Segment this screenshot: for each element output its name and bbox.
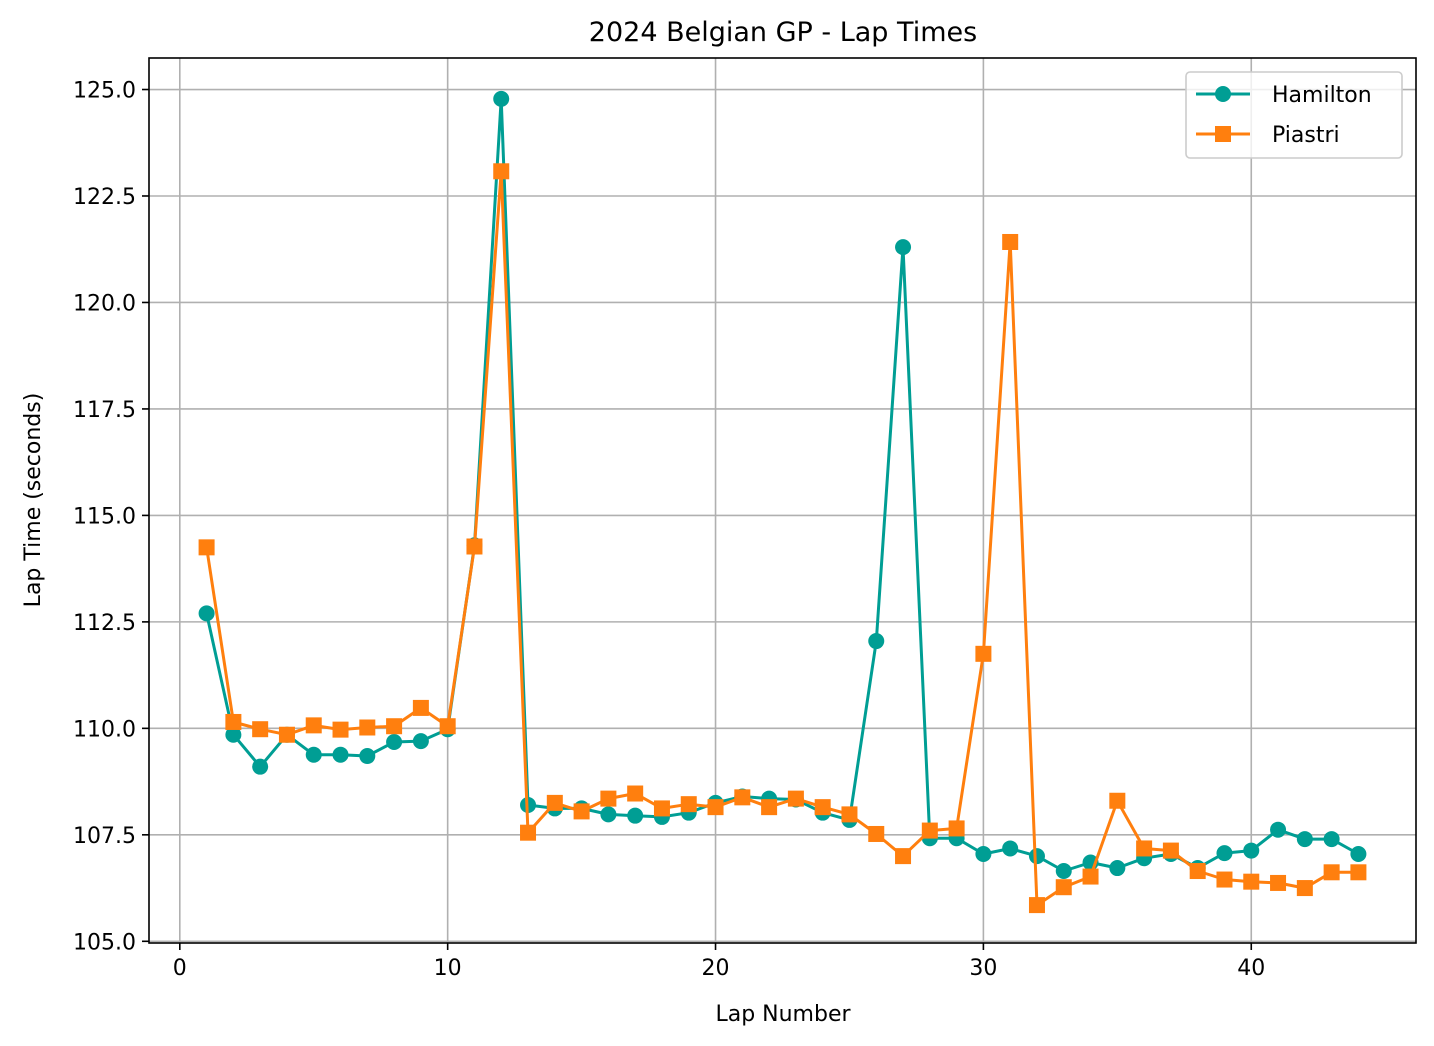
x-tick-label: 20 bbox=[702, 956, 730, 981]
legend-label-piastri: Piastri bbox=[1272, 123, 1340, 148]
data-point-piastri bbox=[252, 721, 269, 738]
y-tick-label: 125.0 bbox=[73, 79, 136, 104]
data-point-piastri bbox=[948, 820, 965, 837]
data-point-piastri bbox=[386, 718, 403, 735]
chart-title: 2024 Belgian GP - Lap Times bbox=[589, 17, 977, 48]
series-line-piastri bbox=[205, 169, 1359, 907]
data-point-hamilton bbox=[305, 746, 322, 763]
data-point-hamilton bbox=[1002, 840, 1019, 857]
data-point-hamilton bbox=[332, 746, 349, 763]
data-point-piastri bbox=[734, 789, 751, 806]
data-point-piastri bbox=[1323, 864, 1340, 881]
data-point-piastri bbox=[1028, 897, 1045, 914]
data-point-piastri bbox=[868, 825, 885, 842]
data-point-piastri bbox=[359, 719, 376, 736]
data-point-piastri bbox=[1270, 874, 1287, 891]
legend-label-hamilton: Hamilton bbox=[1272, 83, 1372, 108]
y-tick-label: 117.5 bbox=[73, 398, 136, 423]
legend-marker-piastri bbox=[1215, 126, 1231, 142]
data-point-piastri bbox=[278, 726, 295, 743]
data-point-piastri bbox=[305, 717, 322, 734]
data-point-hamilton bbox=[412, 733, 429, 750]
data-point-piastri bbox=[627, 785, 644, 802]
data-point-piastri bbox=[653, 800, 670, 817]
y-tick-label: 122.5 bbox=[73, 185, 136, 210]
x-tick-label: 30 bbox=[969, 956, 997, 981]
data-point-piastri bbox=[787, 790, 804, 807]
data-point-piastri bbox=[493, 163, 510, 180]
y-tick-label: 112.5 bbox=[73, 611, 136, 636]
data-point-hamilton bbox=[1243, 842, 1260, 859]
legend: Hamilton Piastri bbox=[1185, 71, 1403, 159]
data-point-piastri bbox=[1136, 840, 1153, 857]
data-point-hamilton bbox=[868, 633, 885, 650]
data-point-piastri bbox=[600, 790, 617, 807]
grid-lines bbox=[149, 58, 1416, 943]
data-point-hamilton bbox=[895, 239, 912, 256]
data-point-piastri bbox=[1109, 792, 1126, 809]
x-tick-label: 40 bbox=[1237, 956, 1265, 981]
data-point-piastri bbox=[1002, 233, 1019, 250]
data-point-hamilton bbox=[627, 807, 644, 824]
y-axis-label: Lap Time (seconds) bbox=[21, 393, 46, 608]
data-point-piastri bbox=[707, 799, 724, 816]
data-point-piastri bbox=[1243, 873, 1260, 890]
data-point-hamilton bbox=[252, 758, 269, 775]
data-point-piastri bbox=[1189, 863, 1206, 880]
data-point-piastri bbox=[975, 645, 992, 662]
data-point-hamilton bbox=[198, 605, 215, 622]
x-tick-label: 10 bbox=[434, 956, 462, 981]
data-point-piastri bbox=[1055, 879, 1072, 896]
data-point-hamilton bbox=[1055, 863, 1072, 880]
data-point-piastri bbox=[895, 848, 912, 865]
data-point-piastri bbox=[814, 799, 831, 816]
data-point-piastri bbox=[573, 803, 590, 820]
data-point-hamilton bbox=[1028, 848, 1045, 865]
data-point-piastri bbox=[1216, 871, 1233, 888]
data-point-piastri bbox=[1082, 868, 1099, 885]
data-point-piastri bbox=[921, 822, 938, 839]
data-point-hamilton bbox=[225, 726, 242, 743]
data-point-piastri bbox=[1296, 880, 1313, 897]
data-point-piastri bbox=[332, 721, 349, 738]
data-point-piastri bbox=[1350, 864, 1367, 881]
data-point-hamilton bbox=[1350, 845, 1367, 862]
data-point-hamilton bbox=[386, 733, 403, 750]
data-point-piastri bbox=[841, 806, 858, 823]
data-point-piastri bbox=[761, 799, 778, 816]
data-point-hamilton bbox=[1109, 860, 1126, 877]
axes-frame bbox=[148, 57, 1417, 944]
y-tick-label: 107.5 bbox=[73, 824, 136, 849]
y-tick-label: 115.0 bbox=[73, 504, 136, 529]
data-point-hamilton bbox=[493, 90, 510, 107]
data-point-hamilton bbox=[1296, 831, 1313, 848]
x-tick-label: 0 bbox=[173, 956, 187, 981]
legend-marker-hamilton bbox=[1215, 86, 1231, 102]
data-point-piastri bbox=[225, 713, 242, 730]
data-point-piastri bbox=[466, 538, 483, 555]
data-point-hamilton bbox=[359, 748, 376, 765]
data-point-piastri bbox=[520, 824, 537, 841]
y-tick-label: 120.0 bbox=[73, 291, 136, 316]
data-point-hamilton bbox=[600, 806, 617, 823]
axis-ticks: 0 10 20 30 40 105.0 107.5 110.0 112.5 115.0 117.5 1… bbox=[73, 79, 1265, 981]
data-point-hamilton bbox=[1323, 831, 1340, 848]
data-point-hamilton bbox=[975, 845, 992, 862]
data-point-piastri bbox=[412, 699, 429, 716]
data-point-piastri bbox=[198, 539, 215, 556]
data-point-hamilton bbox=[1216, 845, 1233, 862]
data-point-hamilton bbox=[1270, 821, 1287, 838]
data-point-piastri bbox=[680, 796, 697, 813]
data-point-piastri bbox=[546, 794, 563, 811]
data-point-piastri bbox=[1162, 842, 1179, 859]
data-point-piastri bbox=[439, 718, 456, 735]
y-tick-label: 110.0 bbox=[73, 717, 136, 742]
series-line-hamilton bbox=[205, 97, 1360, 873]
x-axis-label: Lap Number bbox=[715, 1002, 851, 1027]
y-tick-label: 105.0 bbox=[73, 930, 136, 955]
series-layer bbox=[198, 90, 1367, 914]
